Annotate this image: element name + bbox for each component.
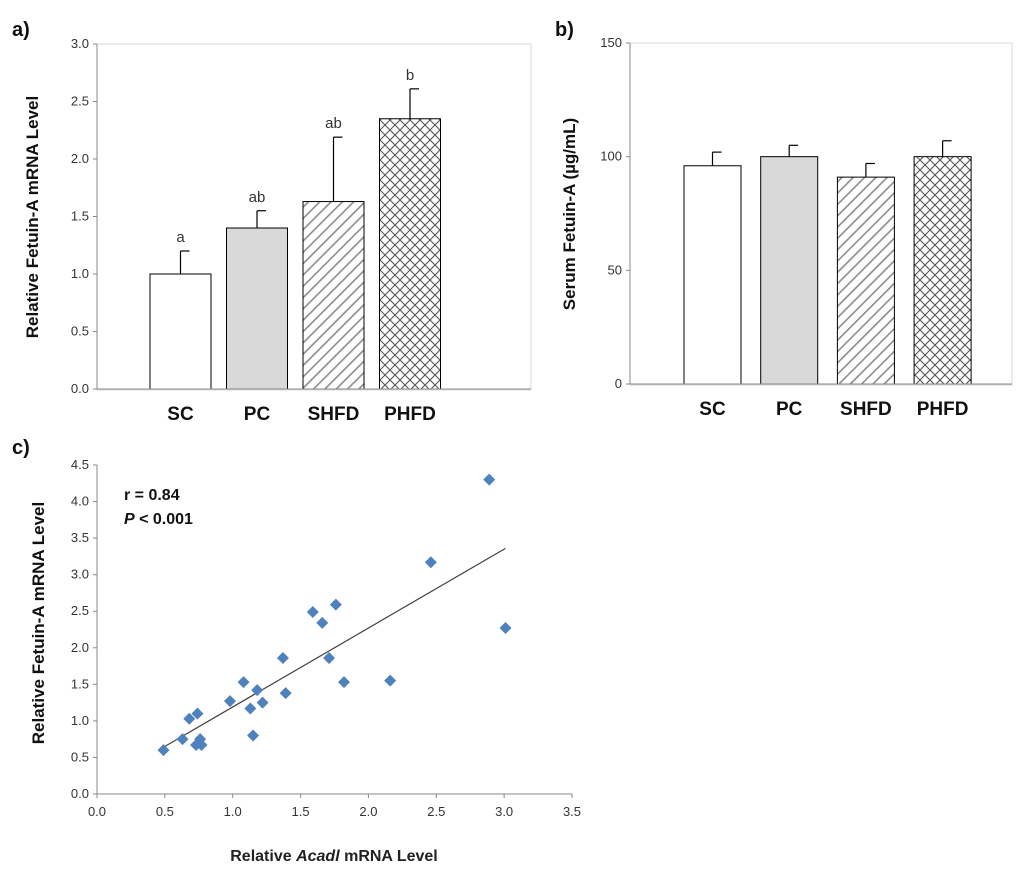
data-point (323, 652, 336, 665)
data-point (329, 598, 342, 611)
data-point (237, 676, 250, 689)
stat-p: P < 0.001 (124, 511, 193, 528)
panel-label-c: c) (12, 437, 30, 459)
bar-sc (683, 165, 742, 385)
x-tick-label: 1.0 (224, 804, 242, 819)
chart-c: c) 0.0 0.5 1.0 1.5 2.0 2.5 3.0 3.5 4.0 4.5 0.0 0.5 1… (12, 437, 581, 865)
bar-pc (760, 156, 819, 385)
y-tick-label: 1.5 (71, 209, 89, 224)
bar-sc (149, 273, 212, 390)
data-point (276, 652, 289, 665)
data-point (251, 684, 264, 697)
x-axis-label-pre: Relative (230, 848, 296, 865)
y-tick-label: 2.0 (71, 151, 89, 166)
y-tick-label: 4.0 (71, 494, 89, 509)
y-axis-label-c: Relative Fetuin-A mRNA Level (29, 502, 48, 744)
y-tick-label: 0.5 (71, 324, 89, 339)
y-axis-label-b: Serum Fetuin-A (µg/mL) (560, 118, 579, 310)
y-tick-label: 2.0 (71, 640, 89, 655)
y-tick-label: 0.0 (71, 786, 89, 801)
significance-label: a (176, 229, 185, 246)
bar-shfd (836, 176, 895, 385)
data-point (424, 556, 437, 569)
x-tick-label: 3.5 (563, 804, 581, 819)
y-tick-label: 2.5 (71, 94, 89, 109)
category-label-shfd: SHFD (308, 404, 360, 425)
data-point (183, 712, 196, 725)
y-tick-label: 100 (600, 149, 622, 164)
y-tick-label: 150 (600, 35, 622, 50)
y-tick-label: 3.0 (71, 567, 89, 582)
x-tick-label: 0.0 (88, 804, 106, 819)
y-tick-label: 3.0 (71, 36, 89, 51)
x-tick-label: 2.5 (427, 804, 445, 819)
y-tick-label: 0.5 (71, 749, 89, 764)
chart-a: a) a ab ab b 0.0 0.5 1.0 1.5 2.0 2.5 3.0 SC PC SHFD P… (12, 19, 532, 425)
x-tick-label: 1.5 (292, 804, 310, 819)
data-point (176, 733, 189, 746)
x-tick-label: 0.5 (156, 804, 174, 819)
y-tick-label: 50 (608, 262, 622, 277)
data-point (157, 744, 170, 757)
data-point (338, 676, 350, 689)
axes-b: 0 50 100 150 SC PC SHFD PHFD (600, 35, 1012, 420)
bars-b (683, 140, 972, 385)
data-point (384, 674, 397, 687)
axes-a: 0.0 0.5 1.0 1.5 2.0 2.5 3.0 SC PC SHFD PHFD (71, 36, 531, 425)
points-c (157, 473, 512, 757)
data-point (483, 473, 496, 486)
bar-shfd (302, 201, 365, 390)
data-point (316, 616, 329, 629)
stat-p-symbol: P (124, 511, 135, 528)
category-label-pc: PC (776, 399, 803, 420)
bar-phfd (913, 156, 972, 385)
category-label-pc: PC (244, 404, 271, 425)
trendline (163, 547, 506, 748)
panel-label-b: b) (555, 19, 574, 41)
data-point (244, 702, 257, 715)
data-point (306, 605, 319, 618)
data-point (499, 622, 512, 635)
data-point (224, 695, 236, 708)
x-axis-label-post: mRNA Level (340, 848, 438, 865)
bar-pc (226, 227, 288, 390)
category-label-phfd: PHFD (917, 399, 969, 420)
category-label-shfd: SHFD (840, 399, 892, 420)
x-axis-label-gene: Acadl (295, 848, 340, 865)
bar-phfd (379, 118, 441, 390)
panel-label-a: a) (12, 19, 30, 41)
y-tick-label: 1.5 (71, 676, 89, 691)
x-tick-label: 2.0 (359, 804, 377, 819)
trendline-c (163, 547, 506, 748)
x-axis-label-c: Relative Acadl mRNA Level (230, 848, 438, 865)
y-tick-label: 1.0 (71, 713, 89, 728)
stat-r: r = 0.84 (124, 487, 180, 504)
stat-p-value: < 0.001 (135, 511, 193, 528)
y-tick-label: 4.5 (71, 457, 89, 472)
y-tick-label: 2.5 (71, 603, 89, 618)
data-point (279, 687, 292, 700)
data-point (195, 739, 208, 752)
data-point (247, 729, 260, 742)
y-tick-label: 1.0 (71, 266, 89, 281)
category-label-sc: SC (699, 399, 726, 420)
axes-c: 0.0 0.5 1.0 1.5 2.0 2.5 3.0 3.5 4.0 4.5 0.0 0.5 1.0 1… (71, 457, 581, 819)
significance-label: ab (249, 189, 266, 206)
significance-label: b (406, 67, 414, 84)
bars-a: a ab ab b (149, 67, 441, 390)
y-tick-label: 0 (615, 376, 622, 391)
chart-b: b) 0 50 100 150 SC PC SHFD PHFD Serum Fetuin-A … (555, 19, 1013, 420)
data-point (256, 696, 269, 709)
y-tick-label: 0.0 (71, 381, 89, 396)
data-point (191, 707, 204, 720)
significance-label: ab (325, 115, 342, 132)
y-axis-label-a: Relative Fetuin-A mRNA Level (23, 96, 42, 338)
x-tick-label: 3.0 (495, 804, 513, 819)
y-tick-label: 3.5 (71, 530, 89, 545)
category-label-phfd: PHFD (384, 404, 436, 425)
category-label-sc: SC (167, 404, 194, 425)
